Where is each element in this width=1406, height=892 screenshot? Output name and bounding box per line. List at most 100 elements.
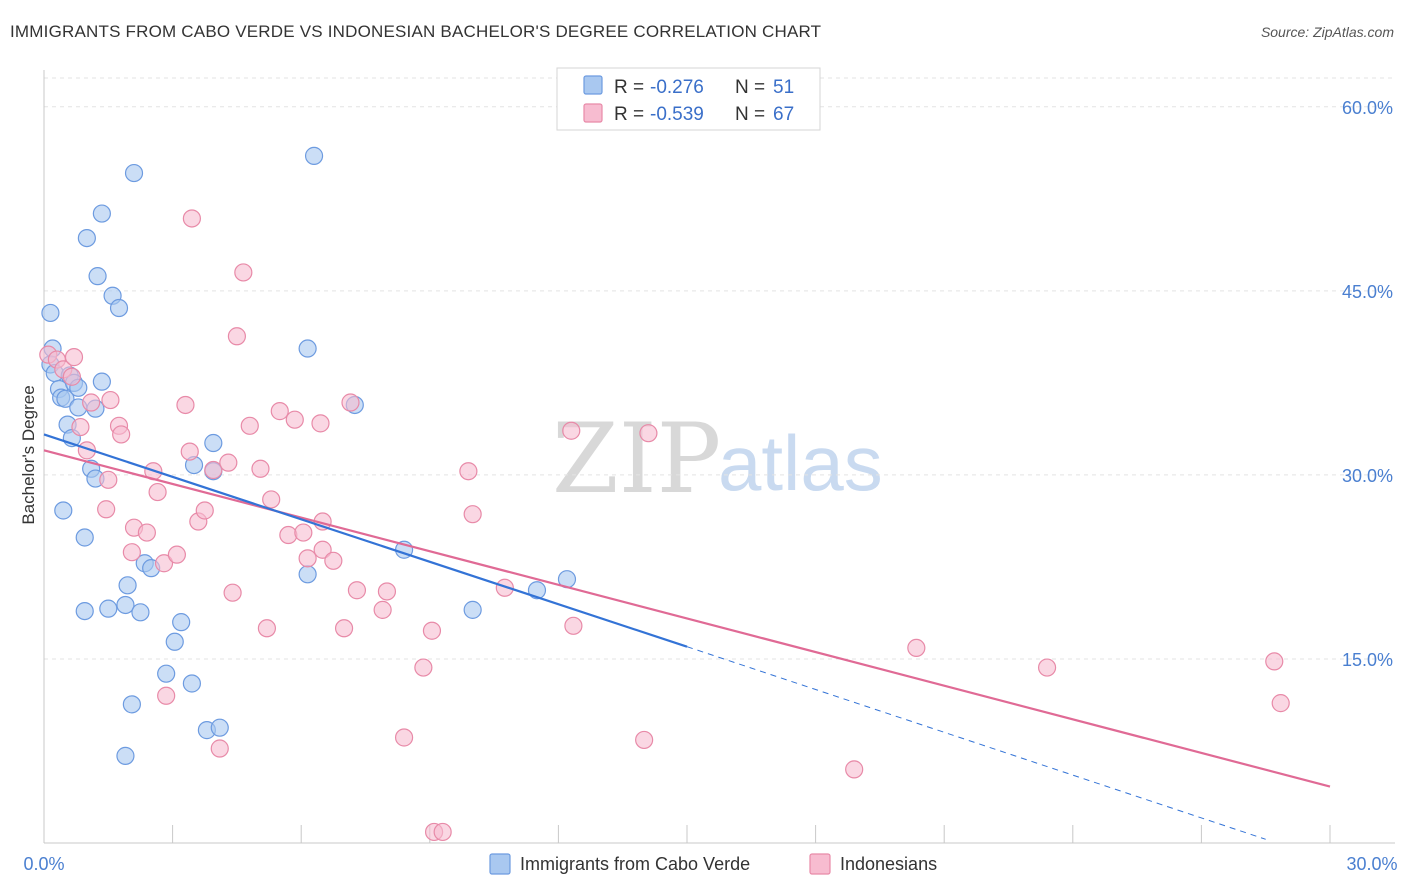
indonesian-point: [564, 616, 583, 635]
indonesian-point: [82, 393, 101, 412]
bottom-legend-label-indonesians: Indonesians: [840, 854, 937, 874]
cabo-verde-point: [463, 600, 482, 619]
cabo-verde-point: [92, 204, 111, 223]
y-tick-label: 60.0%: [1342, 98, 1393, 118]
legend-n-value-1: 51: [773, 77, 794, 98]
stats-legend: R = -0.276 N = 51 R = -0.539 N = 67: [556, 67, 821, 131]
indonesian-point: [219, 453, 238, 472]
cabo-verde-point: [298, 339, 317, 358]
indonesians-trend-line: [43, 449, 1331, 788]
indonesian-point: [1271, 694, 1290, 713]
cabo-verde-point: [204, 433, 223, 453]
indonesian-point: [71, 417, 90, 437]
cabo-verde-point: [304, 146, 324, 165]
legend-r-value-1: -0.276: [650, 77, 704, 98]
indonesian-point: [433, 822, 452, 842]
indonesian-point: [176, 395, 195, 415]
indonesian-point: [148, 482, 167, 502]
indonesian-point: [311, 414, 330, 433]
indonesian-point: [907, 638, 926, 658]
indonesian-point: [167, 545, 186, 564]
indonesian-point: [635, 730, 654, 750]
x-tick-label-max: 30.0%: [1346, 854, 1397, 874]
indonesian-point: [341, 393, 360, 412]
indonesian-point: [137, 523, 156, 542]
cabo-verde-point: [124, 163, 144, 183]
bottom-legend-swatch-indonesians: [809, 853, 831, 875]
y-tick-label: 15.0%: [1342, 650, 1393, 670]
indonesian-point: [414, 658, 433, 677]
cabo-verde-point: [182, 674, 201, 693]
source-label: Source: ZipAtlas.com: [1260, 24, 1394, 40]
cabo-verde-point: [77, 228, 96, 248]
cabo-verde-point: [157, 664, 176, 683]
cabo-verde-point: [88, 267, 107, 286]
y-tick-labels: 15.0% 30.0% 45.0% 60.0%: [1342, 98, 1393, 670]
legend-swatch-cabo-verde: [583, 75, 603, 95]
indonesian-point: [298, 549, 317, 568]
indonesian-point: [154, 554, 174, 573]
indonesian-point: [377, 582, 397, 601]
series-legend: Immigrants from Cabo Verde Indonesians: [489, 853, 937, 875]
indonesian-point: [334, 619, 354, 638]
indonesian-point: [210, 739, 229, 758]
chart-title: IMMIGRANTS FROM CABO VERDE VS INDONESIAN…: [10, 22, 822, 41]
indonesian-point: [223, 583, 242, 602]
indonesian-point: [64, 348, 84, 367]
indonesian-point: [285, 410, 304, 429]
gridlines: [44, 77, 1395, 660]
indonesian-point: [182, 209, 201, 228]
cabo-verde-point: [122, 695, 141, 714]
indonesian-point: [101, 390, 120, 410]
cabo-verde-point: [131, 603, 150, 622]
watermark-zip: ZIP: [552, 403, 721, 515]
cabo-verde-point: [92, 372, 111, 391]
indonesian-point: [463, 505, 482, 524]
data-points: [39, 146, 1290, 842]
bottom-legend-label-cabo-verde: Immigrants from Cabo Verde: [520, 854, 750, 874]
indonesian-point: [373, 600, 392, 619]
cabo-verde-point: [75, 528, 94, 547]
indonesian-point: [204, 460, 223, 480]
y-tick-label: 45.0%: [1342, 282, 1393, 302]
legend-r-value-2: -0.539: [650, 104, 704, 125]
cabo-verde-point: [75, 601, 94, 621]
indonesian-point: [195, 501, 214, 520]
indonesian-point: [270, 402, 289, 421]
indonesian-point: [1265, 652, 1284, 671]
trend-lines: [43, 433, 1331, 840]
indonesian-point: [347, 581, 367, 600]
indonesian-point: [234, 263, 253, 282]
x-tick-labels: 0.0% 30.0%: [23, 854, 1397, 874]
cabo-verde-point: [56, 389, 75, 408]
indonesian-point: [99, 470, 118, 489]
legend-n-value-2: 67: [773, 104, 794, 125]
indonesian-point: [294, 523, 313, 542]
cabo-verde-point: [210, 718, 229, 737]
cabo-verde-trend-line: [43, 433, 688, 648]
cabo-verde-point: [165, 632, 184, 651]
legend-swatch-indonesians: [583, 103, 603, 123]
y-axis-label: Bachelor's Degree: [19, 385, 38, 524]
indonesian-point: [180, 442, 199, 461]
indonesian-point: [1037, 658, 1057, 677]
cabo-verde-point: [41, 303, 60, 323]
indonesian-point: [262, 490, 281, 509]
cabo-verde-point: [118, 576, 137, 595]
cabo-verde-point: [527, 581, 547, 600]
indonesian-point: [62, 367, 81, 386]
watermark-atlas: atlas: [718, 419, 883, 507]
cabo-verde-point: [298, 565, 317, 584]
indonesian-point: [157, 686, 176, 705]
bottom-legend-swatch-cabo-verde: [489, 853, 511, 875]
cabo-verde-point: [172, 613, 191, 632]
cabo-verde-point: [116, 595, 135, 615]
indonesian-point: [562, 421, 581, 440]
axes: [43, 70, 1395, 844]
indonesian-point: [394, 728, 414, 747]
indonesian-point: [97, 500, 116, 519]
indonesian-point: [279, 525, 298, 545]
indonesian-point: [422, 621, 442, 640]
cabo-verde-point: [54, 501, 73, 520]
